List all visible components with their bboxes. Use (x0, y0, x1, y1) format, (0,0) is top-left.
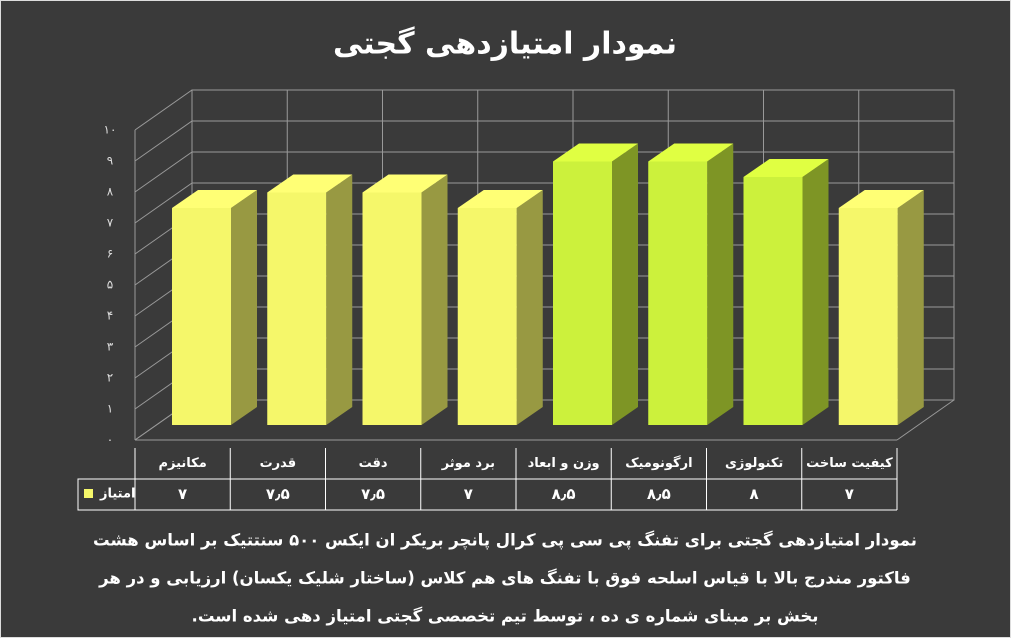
bar-top (553, 143, 638, 162)
y-tick-label: ۹ (107, 154, 113, 168)
caption-line: بخش بر مبنای شماره ی ده ، توسط تیم تخصصی… (192, 606, 819, 627)
legend-swatch (84, 489, 93, 498)
value-label: ۷ (845, 485, 854, 503)
x-tick-label: کیفیت ساخت (806, 456, 893, 471)
legend-label: امتیاز (99, 487, 135, 502)
bar (267, 192, 327, 425)
y-tick-label: ۶ (107, 247, 113, 261)
bar-side (421, 174, 448, 425)
bar-side (326, 174, 353, 425)
value-label: ۸ (750, 485, 759, 503)
grid-line (134, 89, 954, 131)
x-tick-label: دقت (359, 456, 388, 471)
bar (648, 161, 708, 425)
y-tick-label: ۲ (107, 371, 113, 385)
x-tick-label: وزن و ابعاد (528, 456, 600, 471)
bar (553, 161, 612, 425)
bar (362, 192, 422, 425)
y-tick-label: ۳ (107, 340, 114, 354)
caption-line: فاکتور مندرج بالا با قیاس اسلحه فوق با ت… (98, 568, 911, 589)
y-tick-label: ۱۰ (104, 123, 117, 137)
caption-line: نمودار امتیازدهی گجتی برای تفنگ پی سی پی… (93, 530, 917, 551)
grid-line (134, 120, 954, 162)
x-tick-label: تکنولوژی (725, 456, 783, 471)
bar (743, 177, 803, 425)
bar-top (172, 190, 257, 208)
bar-top (362, 174, 448, 193)
y-tick-label: ۰ (107, 433, 113, 447)
chart-title: نمودار امتیازدهی گجتی (333, 26, 677, 62)
bar (838, 208, 898, 425)
bar-top (648, 143, 734, 162)
bar-side (897, 190, 924, 425)
bar-top (743, 159, 829, 177)
y-tick-label: ۷ (107, 216, 114, 230)
x-tick-label: قدرت (260, 456, 297, 471)
bar-top (838, 190, 924, 208)
y-tick-label: ۸ (107, 185, 114, 199)
bar (172, 208, 231, 425)
value-label: ۸٫۵ (647, 485, 671, 503)
value-label: ۷٫۵ (266, 485, 290, 503)
bar-top (457, 190, 543, 208)
x-tick-label: مکانیزم (158, 456, 206, 471)
x-tick-label: ارگونومیک (625, 455, 692, 471)
bar-side (707, 143, 734, 425)
value-label: ۷ (464, 485, 473, 503)
bar (457, 208, 517, 425)
bar-side (802, 159, 829, 425)
y-tick-label: ۴ (107, 309, 113, 323)
value-label: ۷٫۵ (361, 485, 385, 503)
bar-top (267, 174, 353, 193)
floor-edge (896, 399, 955, 441)
x-tick-label: برد موثر (441, 456, 495, 471)
bar-side (231, 190, 257, 425)
y-tick-label: ۱ (107, 402, 113, 416)
value-label: ۷ (178, 485, 187, 503)
y-tick-label: ۵ (107, 278, 113, 292)
value-label: ۸٫۵ (552, 485, 576, 503)
bar-side (516, 190, 543, 425)
bar-side (612, 143, 638, 425)
